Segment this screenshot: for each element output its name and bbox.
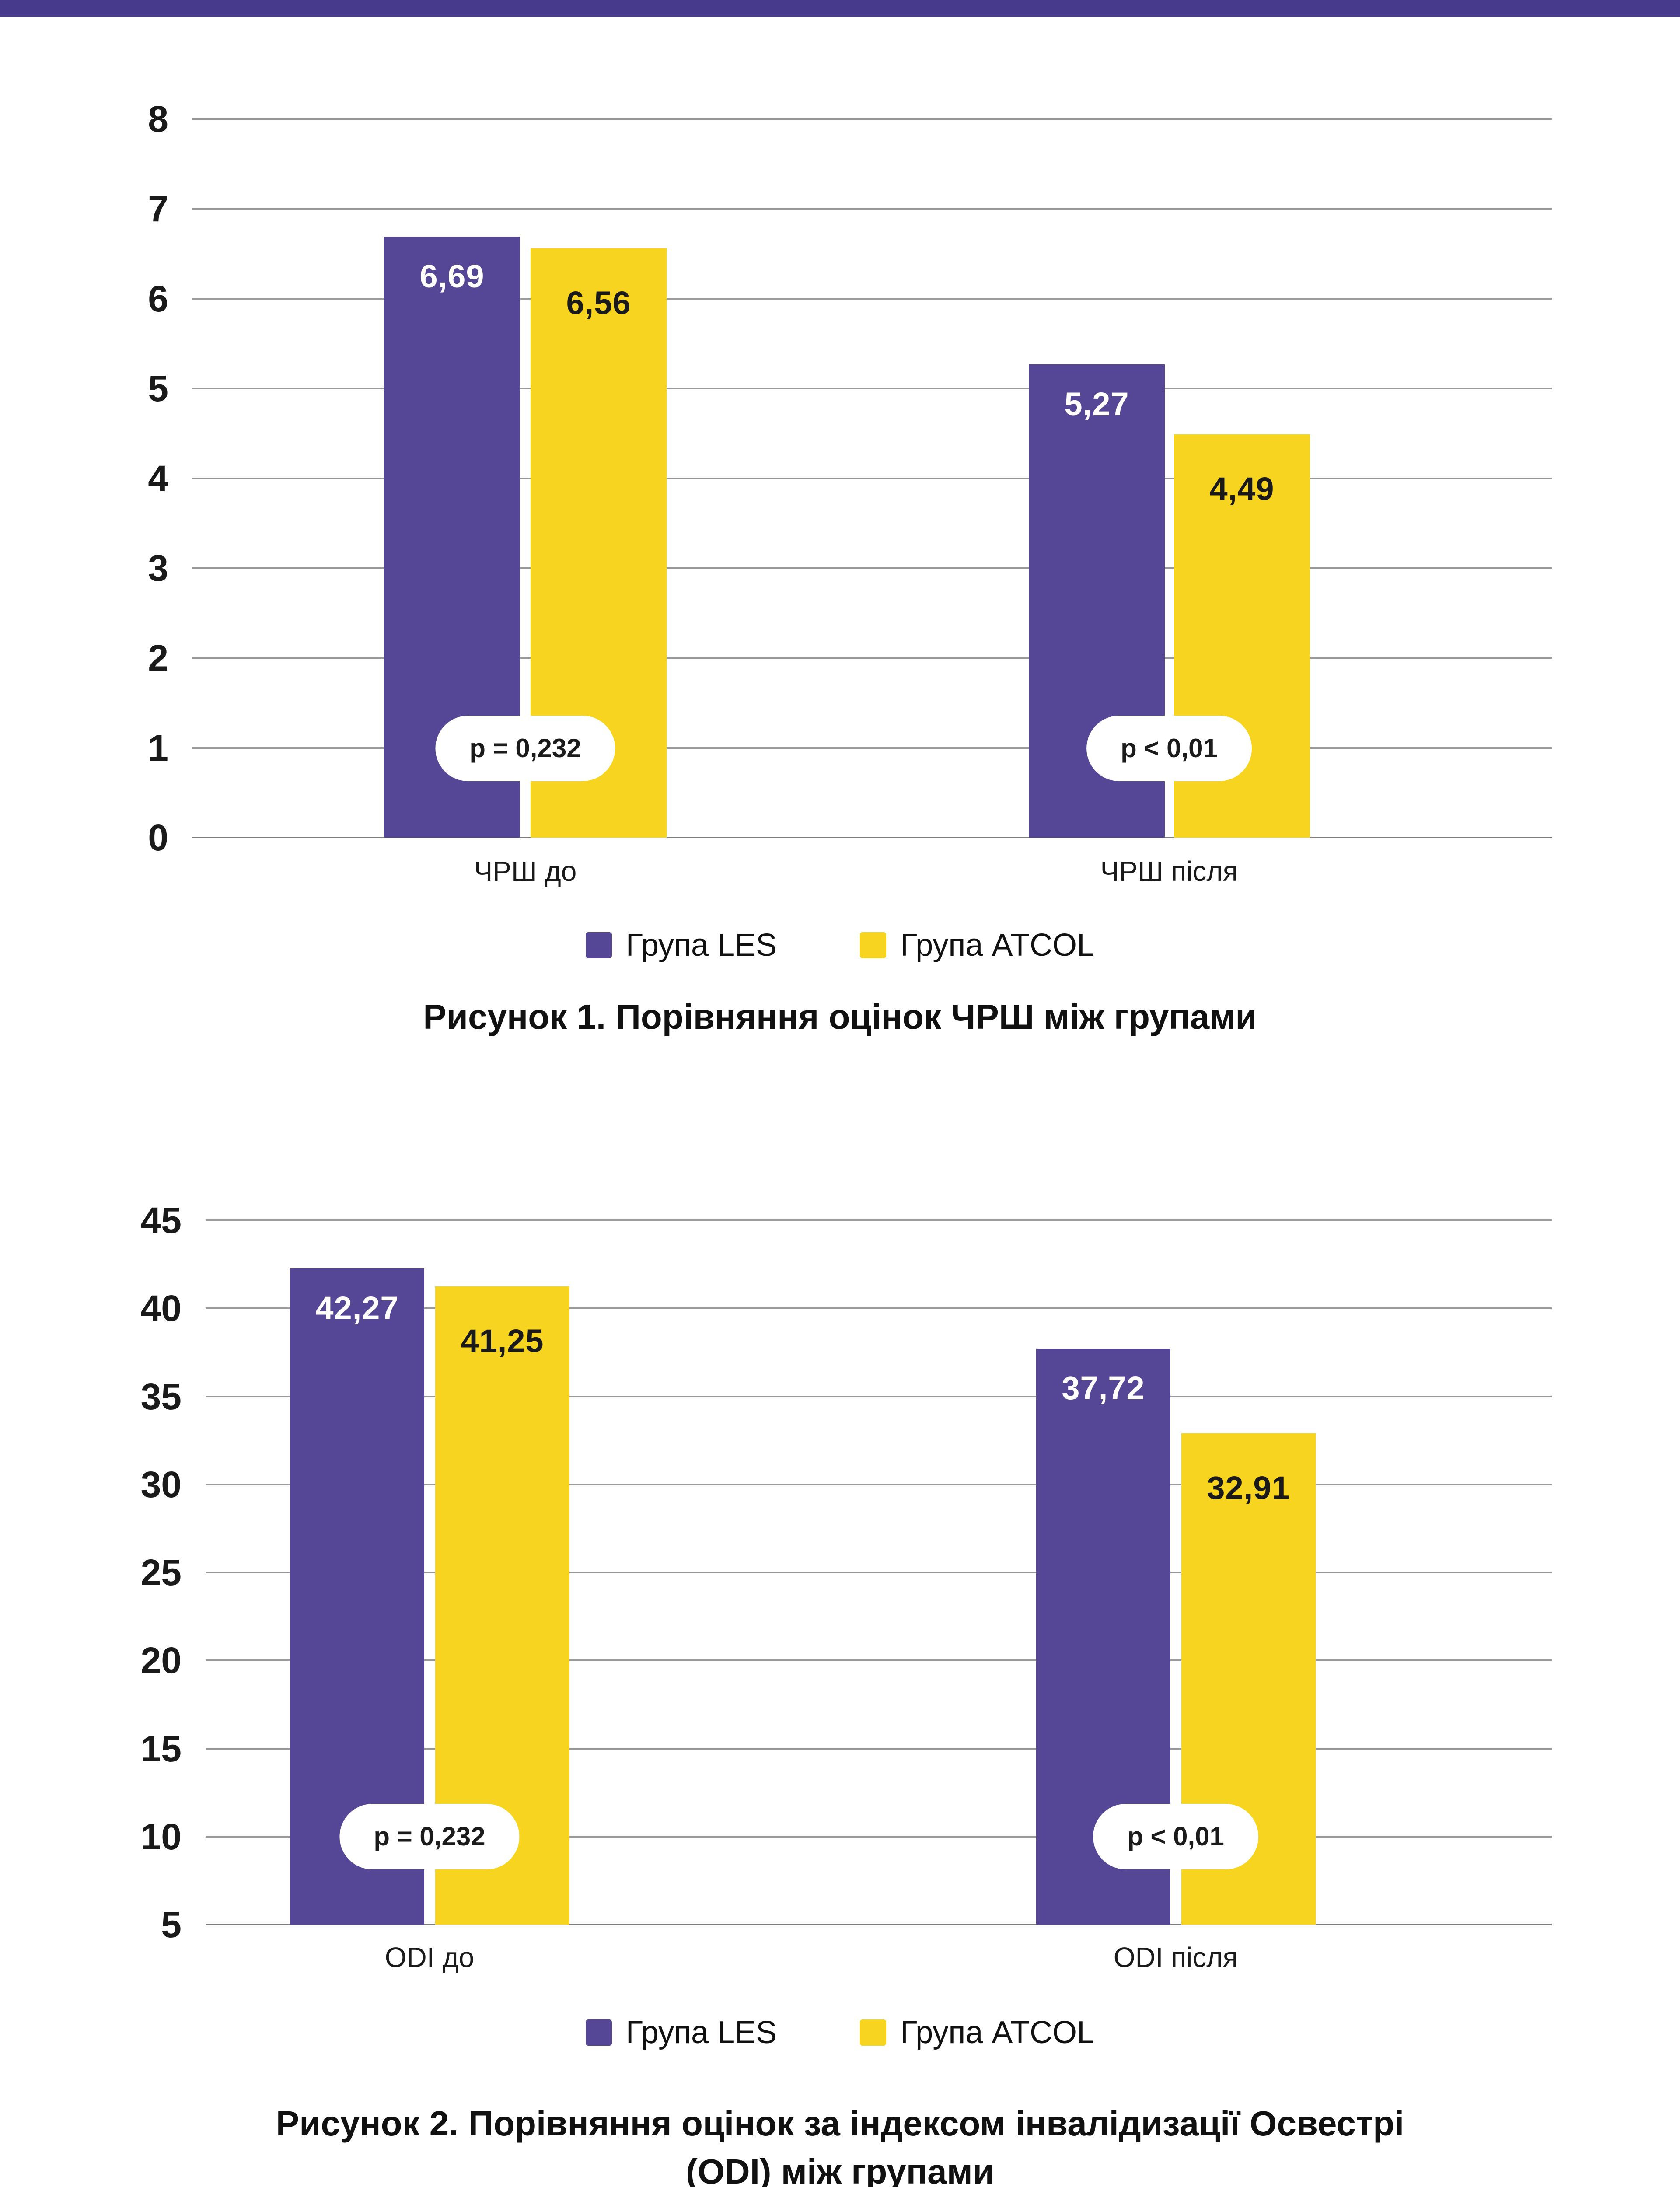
gridline (206, 1747, 1552, 1750)
legend-swatch-atcol (860, 932, 887, 958)
bar-value-label: 6,56 (566, 284, 631, 321)
gridline (206, 1835, 1552, 1838)
y-tick-label: 15 (140, 1728, 182, 1769)
bar-value-label: 42,27 (315, 1289, 399, 1326)
y-tick-label: 0 (148, 817, 168, 858)
y-tick-label: 10 (140, 1816, 182, 1857)
y-tick-label: 40 (140, 1288, 182, 1329)
y-tick-label: 20 (140, 1640, 182, 1681)
gridline (192, 657, 1552, 659)
legend-label: Група LES (625, 928, 777, 963)
bar-value-label: 6,69 (419, 258, 485, 295)
gridline (192, 297, 1552, 300)
legend-swatch-les (585, 932, 612, 958)
legend-swatch-atcol (860, 2019, 887, 2046)
gridline (206, 1483, 1552, 1485)
bar-value-label: 32,91 (1207, 1469, 1290, 1506)
y-tick-label: 8 (148, 98, 168, 140)
chart1-caption: Рисунок 1. Порівняння оцінок ЧРШ між гру… (423, 997, 1257, 1036)
gridline (206, 1395, 1552, 1397)
y-tick-label: 25 (140, 1552, 182, 1593)
legend: Група LES Група ATCOL (0, 2015, 1680, 2051)
legend-item-les: Група LES (585, 2015, 777, 2051)
legend-label: Група ATCOL (900, 2015, 1095, 2050)
p-value-pill: p = 0,232 (339, 1804, 520, 1869)
p-value-pill: p < 0,01 (1086, 716, 1252, 781)
y-tick-label: 6 (148, 278, 168, 319)
gridline (192, 388, 1552, 390)
p-value-pill: p < 0,01 (1093, 1804, 1258, 1869)
gridline (192, 118, 1552, 120)
y-tick-label: 1 (148, 727, 168, 769)
bar-value-label: 37,72 (1062, 1370, 1145, 1407)
x-axis-line (192, 837, 1552, 838)
x-axis-line (206, 1924, 1552, 1925)
gridline (192, 477, 1552, 479)
legend-item-atcol: Група ATCOL (860, 927, 1094, 963)
gridline (192, 747, 1552, 749)
chart2-caption: (ODI) між групами (686, 2152, 994, 2187)
gridline (192, 208, 1552, 210)
legend-label: Група LES (625, 2015, 777, 2050)
y-tick-label: 7 (148, 188, 168, 230)
bar-value-label: 41,25 (461, 1322, 544, 1359)
y-tick-label: 35 (140, 1376, 182, 1417)
gridline (206, 1572, 1552, 1573)
top-accent-bar (0, 0, 1680, 17)
y-tick-label: 5 (161, 1904, 182, 1945)
chart2-caption: Рисунок 2. Порівняння оцінок за індексом… (276, 2104, 1404, 2143)
legend: Група LES Група ATCOL (0, 927, 1680, 963)
legend-swatch-les (585, 2019, 612, 2046)
y-tick-label: 30 (140, 1464, 182, 1505)
x-category-label: ЧРШ після (1100, 856, 1238, 887)
gridline (206, 1307, 1552, 1310)
legend-label: Група ATCOL (900, 928, 1095, 963)
x-category-label: ODI до (384, 1942, 475, 1973)
y-tick-label: 45 (140, 1200, 182, 1241)
y-tick-label: 4 (148, 458, 168, 499)
y-tick-label: 2 (148, 637, 168, 679)
legend-item-atcol: Група ATCOL (860, 2015, 1094, 2051)
y-tick-label: 3 (148, 547, 168, 589)
bar-value-label: 5,27 (1064, 385, 1129, 422)
gridline (206, 1659, 1552, 1662)
x-category-label: ODI після (1113, 1942, 1238, 1973)
p-value-pill: p = 0,232 (435, 716, 615, 781)
gridline (192, 567, 1552, 569)
y-tick-label: 5 (148, 368, 168, 409)
x-category-label: ЧРШ до (474, 856, 577, 887)
legend-item-les: Група LES (585, 927, 777, 963)
bar-value-label: 4,49 (1209, 470, 1275, 507)
gridline (206, 1219, 1552, 1221)
